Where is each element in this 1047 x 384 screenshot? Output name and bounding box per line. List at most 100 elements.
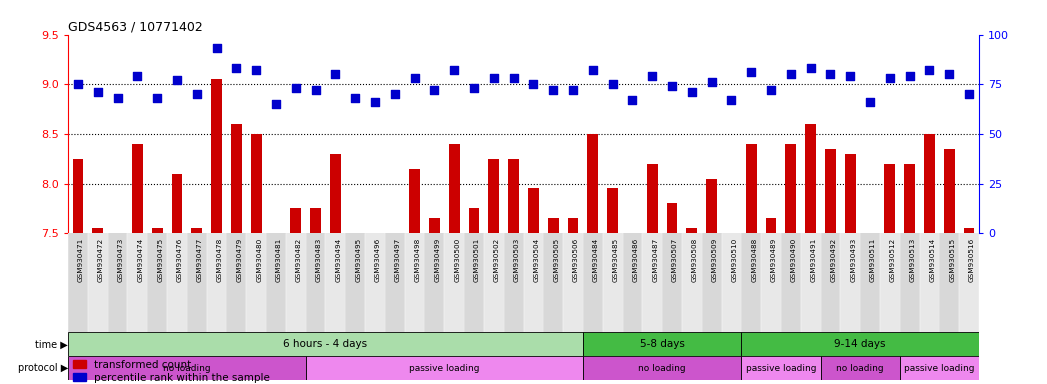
Text: GSM930500: GSM930500 [454,238,461,282]
Bar [68,233,88,333]
Text: GSM930484: GSM930484 [593,238,599,282]
Bar [682,233,701,333]
Point [762,87,779,93]
Bar [231,124,242,233]
Bar [623,233,642,333]
Point [584,67,601,73]
Bar [330,154,341,233]
Bar [286,233,306,333]
Bar [250,134,262,233]
Text: GSM930477: GSM930477 [197,238,203,282]
Text: GSM930498: GSM930498 [415,238,421,282]
Text: GSM930482: GSM930482 [296,238,302,282]
Text: GSM930474: GSM930474 [137,238,143,282]
Bar [845,154,855,233]
Bar [642,233,662,333]
Bar [68,333,583,356]
Bar [745,144,757,233]
Point [347,95,363,101]
Bar [68,356,306,380]
Point [169,77,185,83]
Bar [326,233,346,333]
Point [248,67,265,73]
Point [901,73,918,79]
Bar [741,333,979,356]
Bar [72,159,84,233]
Text: GSM930493: GSM930493 [850,238,856,282]
Bar [841,233,861,333]
Bar [825,149,836,233]
Text: time ▶: time ▶ [36,339,68,349]
Bar [168,233,186,333]
Text: GSM930481: GSM930481 [276,238,282,282]
Text: GSM930480: GSM930480 [257,238,262,282]
Bar [548,218,559,233]
Point [604,81,621,87]
Point [782,71,799,77]
Point [882,75,898,81]
Bar [246,233,266,333]
Text: GSM930492: GSM930492 [830,238,837,282]
Bar [385,233,405,333]
Bar [885,164,895,233]
Bar [687,228,697,233]
Point [129,73,146,79]
Bar [186,233,206,333]
Bar [409,169,420,233]
Text: GSM930509: GSM930509 [712,238,717,282]
Bar [266,233,286,333]
Text: GSM930471: GSM930471 [77,238,84,282]
Point [506,75,522,81]
Point [842,73,859,79]
Point [287,85,305,91]
Bar [484,233,504,333]
Bar [701,233,721,333]
Bar [805,124,816,233]
Text: GSM930479: GSM930479 [237,238,242,282]
Bar [172,174,182,233]
Point [564,87,581,93]
Bar [469,209,480,233]
Point [89,89,106,95]
Text: GSM930512: GSM930512 [890,238,896,282]
Bar [587,134,598,233]
Text: GSM930516: GSM930516 [970,238,975,282]
Text: GSM930475: GSM930475 [157,238,163,282]
Point [644,73,661,79]
Point [822,71,839,77]
Text: GSM930478: GSM930478 [217,238,223,282]
Bar [310,209,321,233]
Text: GSM930494: GSM930494 [335,238,341,282]
Text: GSM930487: GSM930487 [652,238,659,282]
Point [961,91,978,97]
Bar [925,134,935,233]
Bar [528,189,539,233]
Bar [899,356,979,380]
Text: GSM930488: GSM930488 [752,238,757,282]
Bar [821,356,899,380]
Bar [781,233,801,333]
Bar [464,233,484,333]
Bar [627,233,638,263]
Bar [919,233,939,333]
Text: 5-8 days: 5-8 days [640,339,685,349]
Bar [350,233,360,238]
Text: GSM930507: GSM930507 [672,238,678,282]
Point [941,71,958,77]
Point [228,65,245,71]
Bar [563,233,583,333]
Bar [899,233,919,333]
Point [327,71,343,77]
Point [862,99,878,105]
Text: GSM930491: GSM930491 [810,238,817,282]
Bar [270,233,282,263]
Bar [346,233,365,333]
Bar [365,233,385,333]
Point [406,75,423,81]
Bar [488,159,499,233]
Text: GSM930483: GSM930483 [315,238,321,282]
Point [268,101,285,107]
Bar [761,233,781,333]
Text: GSM930499: GSM930499 [435,238,441,282]
Text: GSM930486: GSM930486 [632,238,639,282]
